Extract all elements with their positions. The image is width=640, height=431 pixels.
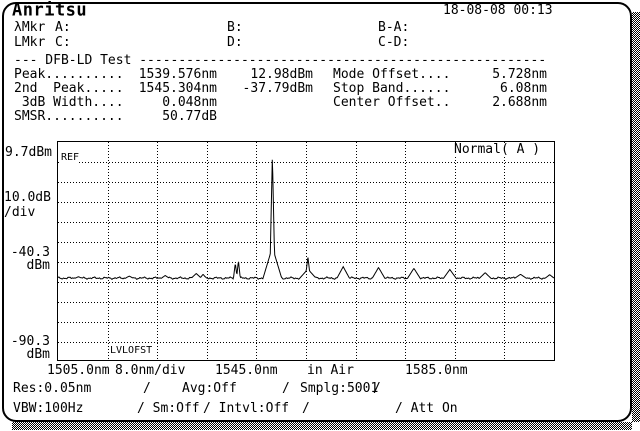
test-value-wavelength: 1539.576nm <box>138 67 217 82</box>
marker-ba-label: B-A: <box>378 20 410 35</box>
anritsu-logo: Anritsu <box>12 0 88 21</box>
x-per-div-label: 8.0nm/div <box>115 363 186 378</box>
separator-slash: / <box>373 381 381 396</box>
test-label2: Center Offset.. <box>333 95 451 110</box>
test-label: 2nd Peak..... <box>14 81 124 96</box>
y-mid-value: -40.3 <box>10 245 50 260</box>
datetime: 18-08-08 00:13 <box>443 3 553 18</box>
attenuator-setting: / Att On <box>395 401 458 416</box>
test-label2: Mode Offset.... <box>333 67 451 82</box>
marker-d-label: D: <box>227 35 243 50</box>
test-label: 3dB Width.... <box>14 95 124 110</box>
marker-a-label: A: <box>55 20 71 35</box>
test-label: SMSR.......... <box>14 109 124 124</box>
separator-slash: / <box>282 381 290 396</box>
y-mid-unit: dBm <box>26 258 50 273</box>
x-start-label: 1505.0nm <box>47 363 110 378</box>
resolution-setting: Res:0.05nm <box>13 381 92 396</box>
test-value2: 2.688nm <box>492 95 547 110</box>
y-bottom-unit: dBm <box>26 347 50 362</box>
test-value-wavelength: 0.048nm <box>162 95 217 110</box>
spectrum-plot: REF LVLOFST Normal( A ) <box>57 141 555 361</box>
y-ref-level-label: 9.7dBm <box>5 145 52 160</box>
sampling-setting: Smplg:5001 <box>300 381 379 396</box>
screen-shadow-right <box>632 12 640 422</box>
x-stop-label: 1585.0nm <box>405 363 468 378</box>
y-bottom-value: -90.3 <box>10 334 50 349</box>
test-value-level: -37.79dBm <box>242 81 313 96</box>
x-center-label: 1545.0nm <box>215 363 278 378</box>
smoothing-setting: / Sm:Off <box>137 401 200 416</box>
spectrum-trace-plot <box>58 142 554 360</box>
ref-line-label: REF <box>61 152 80 163</box>
marker-row2-name: LMkr <box>14 35 46 50</box>
test-value-wavelength: 1545.304nm <box>138 81 217 96</box>
test-section-title: --- DFB-LD Test ------------------------… <box>14 53 547 68</box>
average-setting: Avg:Off <box>182 381 237 396</box>
marker-cd-label: C-D: <box>378 35 410 50</box>
trace-mode-badge: Normal( A ) <box>452 142 543 157</box>
test-value2: 5.728nm <box>492 67 547 82</box>
y-scale-label: 10.0dB <box>4 190 51 205</box>
test-label: Peak.......... <box>14 67 124 82</box>
interval-setting: / Intvl:Off <box>203 401 290 416</box>
marker-c-label: C: <box>55 35 71 50</box>
x-medium-label: in Air <box>307 363 354 378</box>
marker-b-label: B: <box>227 20 243 35</box>
test-label2: Stop Band...... <box>333 81 451 96</box>
screen-shadow-bottom <box>12 422 632 430</box>
level-offset-label: LVLOFST <box>110 345 153 356</box>
marker-row1-name: λMkr <box>14 20 46 35</box>
y-scale-label-div: /div <box>4 205 36 220</box>
test-value: 50.77dB <box>162 109 217 124</box>
separator-slash: / <box>143 381 151 396</box>
vbw-setting: VBW:100Hz <box>13 401 84 416</box>
test-value2: 6.08nm <box>500 81 547 96</box>
separator-slash: / <box>302 401 310 416</box>
test-value-level: 12.98dBm <box>250 67 313 82</box>
